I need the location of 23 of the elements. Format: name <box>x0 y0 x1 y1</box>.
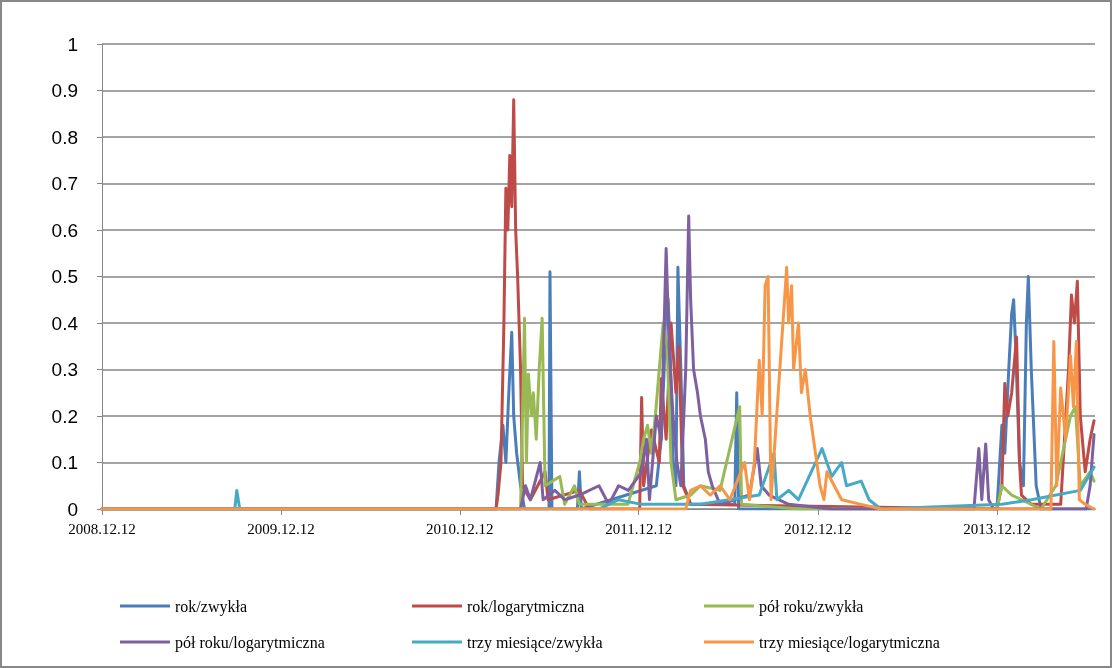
y-tick-label: 0 <box>67 498 78 520</box>
y-tick-label: 0.6 <box>51 219 78 241</box>
x-tick-label: 2012.12.12 <box>784 520 852 537</box>
y-tick-label: 0.4 <box>51 312 79 334</box>
y-tick-label: 0.3 <box>51 359 78 380</box>
x-tick-label: 2010.12.12 <box>426 520 494 537</box>
y-tick-label: 0.9 <box>51 80 78 101</box>
x-tick-label: 2011.12.12 <box>605 520 673 537</box>
legend-label: trzy miesiące/zwykła <box>467 633 603 652</box>
legend-label: pół roku/zwykła <box>759 597 864 616</box>
y-tick-label: 0.8 <box>51 126 78 148</box>
y-tick-label: 0.2 <box>51 405 78 427</box>
y-tick-label: 0.7 <box>51 173 78 194</box>
y-tick-label: 0.1 <box>51 452 78 473</box>
legend-label: rok/zwykła <box>175 597 247 616</box>
x-tick-label: 2009.12.12 <box>247 520 315 537</box>
y-tick-label: 0.5 <box>51 266 78 287</box>
legend-label: rok/logarytmiczna <box>467 597 585 616</box>
legend-label: pół roku/logarytmiczna <box>175 633 325 652</box>
y-tick-label: 1 <box>67 33 78 55</box>
legend-label: trzy miesiące/logarytmiczna <box>759 633 940 652</box>
x-tick-label: 2013.12.12 <box>963 520 1031 537</box>
x-tick-label: 2008.12.12 <box>68 520 136 537</box>
